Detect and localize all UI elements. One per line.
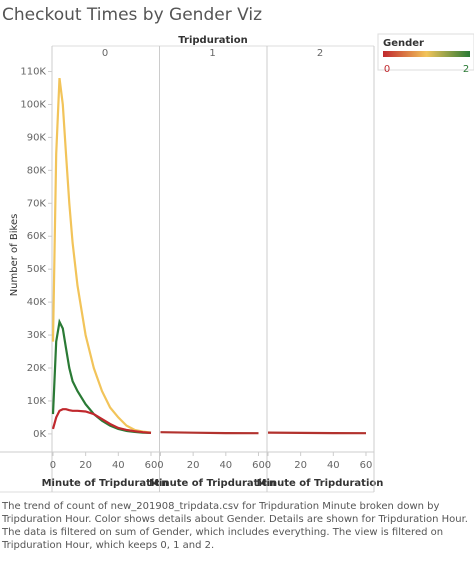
y-tick-label: 60K <box>27 231 47 242</box>
x-tick-label: 0 <box>50 460 56 471</box>
y-tick-label: 0K <box>33 429 46 440</box>
chart: Checkout Times by Gender Viz Tripduratio… <box>0 5 474 493</box>
line <box>51 318 152 434</box>
line <box>160 431 259 435</box>
panel-label: 0 <box>102 48 108 59</box>
panel-label: 1 <box>209 48 215 59</box>
x-tick-label: 40 <box>112 460 125 471</box>
x-tick-label: 60 <box>360 460 373 471</box>
caption: The trend of count of new_201908_tripdat… <box>2 501 468 551</box>
chart-title: Checkout Times by Gender Viz <box>2 5 262 25</box>
x-tick-label: 0 <box>265 460 271 471</box>
y-axis-label: Number of Bikes <box>9 214 20 297</box>
line <box>51 77 152 434</box>
x-tick-label: 20 <box>79 460 92 471</box>
x-tick-label: 20 <box>294 460 307 471</box>
column-header: Tripduration <box>178 35 247 46</box>
y-tick-label: 90K <box>27 132 47 143</box>
y-tick-label: 100K <box>20 99 46 110</box>
x-tick-label: 20 <box>187 460 200 471</box>
y-tick-label: 110K <box>20 67 46 78</box>
x-axis-label: Minute of Tripduration <box>149 478 276 489</box>
line <box>51 408 152 434</box>
x-tick-label: 60 <box>252 460 265 471</box>
legend-title: Gender <box>383 38 424 49</box>
y-tick-label: 30K <box>27 330 47 341</box>
x-tick-label: 40 <box>219 460 232 471</box>
legend-tick-label: 2 <box>463 64 469 75</box>
y-tick-label: 20K <box>27 363 47 374</box>
y-tick-label: 80K <box>27 165 47 176</box>
x-tick-label: 60 <box>145 460 158 471</box>
y-tick-label: 50K <box>27 264 47 275</box>
y-tick-label: 70K <box>27 198 47 209</box>
line <box>267 431 367 435</box>
panel-label: 2 <box>317 48 323 59</box>
legend-gradient <box>383 51 470 57</box>
y-tick-label: 10K <box>27 396 47 407</box>
x-tick-label: 40 <box>327 460 340 471</box>
y-tick-label: 40K <box>27 297 47 308</box>
legend-tick-label: 0 <box>384 64 390 75</box>
x-tick-label: 0 <box>157 460 163 471</box>
x-axis-label: Minute of Tripduration <box>257 478 384 489</box>
x-axis-label: Minute of Tripduration <box>42 478 169 489</box>
